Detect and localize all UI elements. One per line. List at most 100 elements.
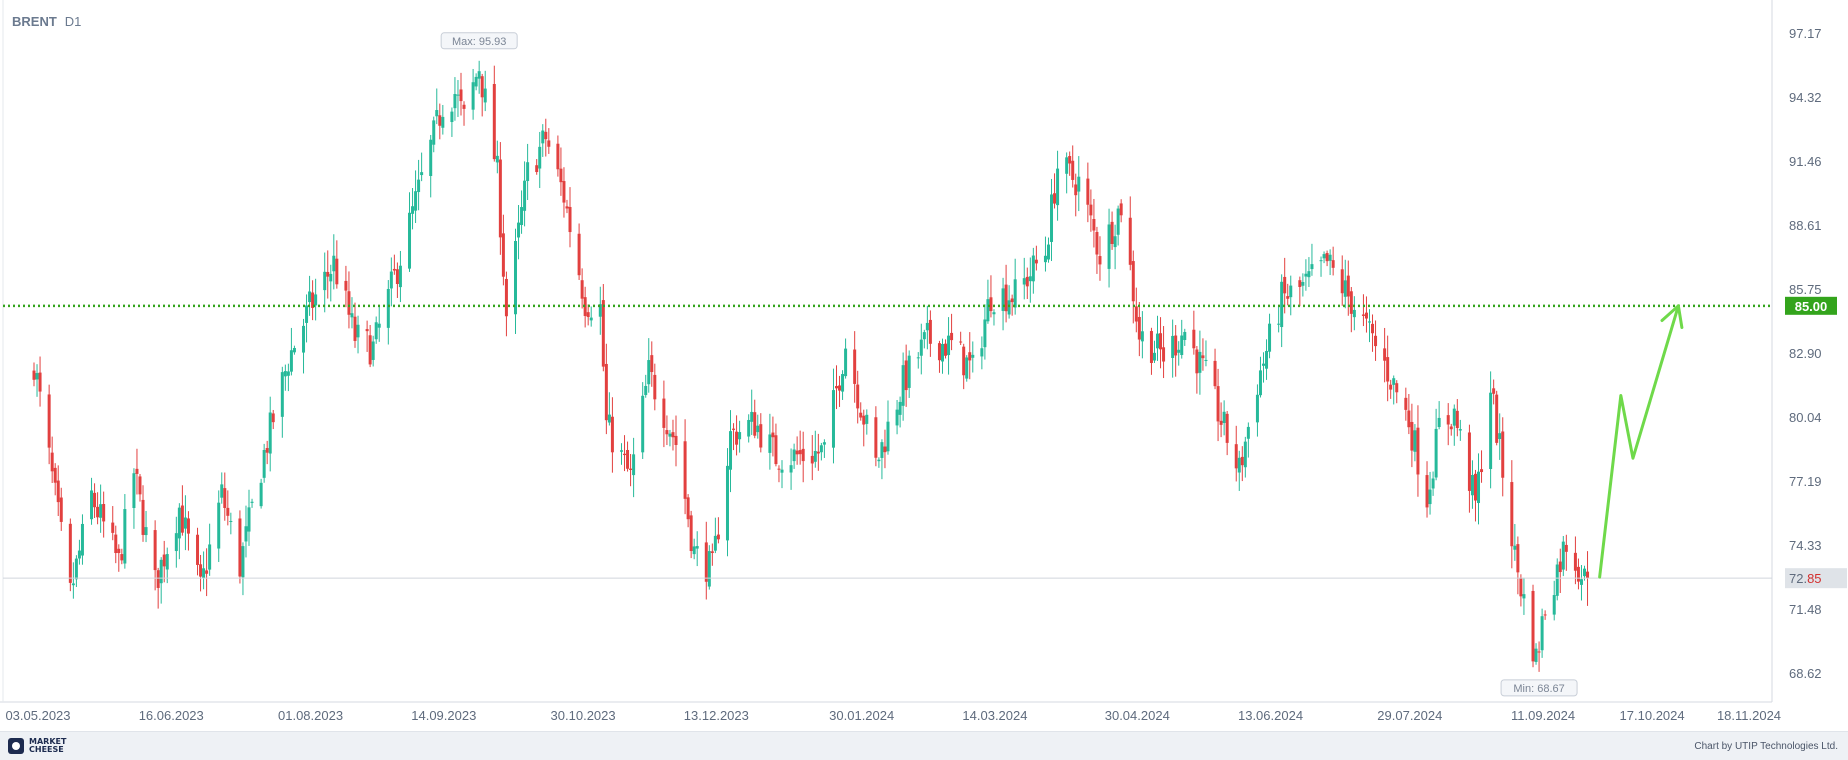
candle-body[interactable] xyxy=(350,313,354,318)
candle-body[interactable] xyxy=(756,425,760,433)
candle-body[interactable] xyxy=(311,292,315,308)
candle-body[interactable] xyxy=(1028,276,1032,282)
candle-body[interactable] xyxy=(353,316,357,341)
candle-body[interactable] xyxy=(1174,335,1178,356)
candle-body[interactable] xyxy=(1149,331,1153,363)
candle-body[interactable] xyxy=(450,111,454,123)
candle-body[interactable] xyxy=(695,546,699,549)
candle-body[interactable] xyxy=(186,518,190,534)
candle-body[interactable] xyxy=(1537,651,1541,653)
candle-body[interactable] xyxy=(619,450,623,452)
candle-body[interactable] xyxy=(732,428,736,430)
candle-body[interactable] xyxy=(922,332,926,340)
candle-body[interactable] xyxy=(59,497,63,522)
candle-body[interactable] xyxy=(217,502,221,549)
candle-body[interactable] xyxy=(1192,329,1196,349)
candle-body[interactable] xyxy=(1234,444,1238,469)
candle-body[interactable] xyxy=(1265,350,1269,369)
candle-body[interactable] xyxy=(1152,352,1156,361)
candle-body[interactable] xyxy=(1510,482,1514,547)
candle-body[interactable] xyxy=(856,384,860,409)
candle-body[interactable] xyxy=(429,139,433,177)
candle-body[interactable] xyxy=(577,233,581,276)
candle-body[interactable] xyxy=(196,534,200,565)
candle-body[interactable] xyxy=(968,352,972,361)
candle-body[interactable] xyxy=(241,546,245,578)
candle-body[interactable] xyxy=(1495,394,1499,443)
candle-body[interactable] xyxy=(1280,281,1284,328)
candle-body[interactable] xyxy=(1516,544,1520,573)
candle-body[interactable] xyxy=(589,317,593,321)
candle-body[interactable] xyxy=(280,372,284,417)
candle-body[interactable] xyxy=(323,271,327,291)
candle-body[interactable] xyxy=(556,143,560,170)
candle-body[interactable] xyxy=(1237,457,1241,473)
candle-body[interactable] xyxy=(1573,552,1577,571)
candle-body[interactable] xyxy=(77,550,81,559)
candle-body[interactable] xyxy=(1552,595,1556,615)
candle-body[interactable] xyxy=(517,222,521,238)
candle-body[interactable] xyxy=(395,269,399,285)
candle-body[interactable] xyxy=(259,482,263,507)
candle-body[interactable] xyxy=(798,450,802,455)
candle-body[interactable] xyxy=(1110,221,1114,244)
candle-body[interactable] xyxy=(713,535,717,551)
candle-body[interactable] xyxy=(498,159,502,238)
candle-body[interactable] xyxy=(1119,203,1123,216)
candle-body[interactable] xyxy=(753,412,757,436)
candle-body[interactable] xyxy=(1177,349,1181,353)
candle-body[interactable] xyxy=(1343,280,1347,297)
candle-body[interactable] xyxy=(286,371,290,376)
candle-body[interactable] xyxy=(880,442,884,458)
candle-body[interactable] xyxy=(229,520,233,522)
candle-body[interactable] xyxy=(729,431,733,470)
candle-body[interactable] xyxy=(1522,594,1526,599)
candle-body[interactable] xyxy=(1437,417,1441,428)
candle-body[interactable] xyxy=(1243,441,1247,468)
candle-body[interactable] xyxy=(471,82,475,110)
candle-body[interactable] xyxy=(50,452,54,472)
candle-body[interactable] xyxy=(1116,208,1120,235)
candle-body[interactable] xyxy=(32,370,36,380)
candle-body[interactable] xyxy=(153,530,157,571)
candle-body[interactable] xyxy=(292,347,296,353)
candle-body[interactable] xyxy=(1156,333,1160,349)
candle-body[interactable] xyxy=(1140,331,1144,342)
candle-body[interactable] xyxy=(1025,276,1029,287)
candle-body[interactable] xyxy=(937,343,941,361)
candle-body[interactable] xyxy=(750,411,754,422)
candle-body[interactable] xyxy=(541,130,545,144)
candle-body[interactable] xyxy=(1386,357,1390,382)
candle-body[interactable] xyxy=(1258,370,1262,396)
candle-body[interactable] xyxy=(1519,577,1523,597)
candle-body[interactable] xyxy=(302,325,306,353)
candle-body[interactable] xyxy=(904,360,908,391)
candle-body[interactable] xyxy=(514,240,518,315)
candle-body[interactable] xyxy=(223,488,227,508)
candle-body[interactable] xyxy=(114,534,118,554)
candle-body[interactable] xyxy=(1255,394,1259,423)
candle-body[interactable] xyxy=(438,115,442,126)
projection-arrow[interactable] xyxy=(1598,304,1680,579)
candle-body[interactable] xyxy=(1222,411,1226,424)
candle-body[interactable] xyxy=(1331,260,1335,268)
candle-body[interactable] xyxy=(205,570,209,574)
candle-body[interactable] xyxy=(156,570,160,588)
candle-body[interactable] xyxy=(883,446,887,453)
candle-body[interactable] xyxy=(262,449,266,478)
candle-body[interactable] xyxy=(1180,335,1184,356)
candle-body[interactable] xyxy=(1322,254,1326,259)
candle-body[interactable] xyxy=(992,312,996,315)
candle-body[interactable] xyxy=(692,546,696,555)
candle-body[interactable] xyxy=(1004,284,1008,312)
candle-body[interactable] xyxy=(604,363,608,421)
candle-body[interactable] xyxy=(368,335,372,365)
candle-body[interactable] xyxy=(462,104,466,109)
candle-body[interactable] xyxy=(623,453,627,456)
candle-body[interactable] xyxy=(1107,224,1111,269)
candle-body[interactable] xyxy=(1046,244,1050,260)
candle-body[interactable] xyxy=(1534,648,1538,662)
candle-body[interactable] xyxy=(492,83,496,160)
candle-body[interactable] xyxy=(1022,278,1026,285)
candle-body[interactable] xyxy=(580,280,584,299)
